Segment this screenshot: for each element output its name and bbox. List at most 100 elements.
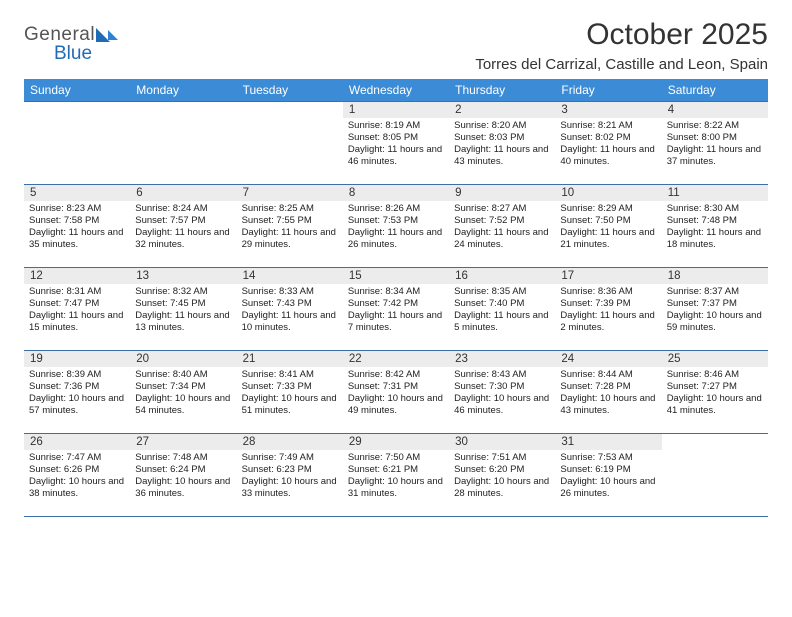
calendar-day-cell: 13Sunrise: 8:32 AMSunset: 7:45 PMDayligh…: [130, 268, 236, 351]
day-number: 11: [662, 185, 768, 201]
day-details: Sunrise: 7:49 AMSunset: 6:23 PMDaylight:…: [237, 450, 343, 503]
calendar-day-cell: 2Sunrise: 8:20 AMSunset: 8:03 PMDaylight…: [449, 102, 555, 185]
day-header: Wednesday: [343, 79, 449, 102]
day-details: Sunrise: 7:48 AMSunset: 6:24 PMDaylight:…: [130, 450, 236, 503]
day-number: 26: [24, 434, 130, 450]
day-details: Sunrise: 8:37 AMSunset: 7:37 PMDaylight:…: [662, 284, 768, 337]
calendar-week-row: 12Sunrise: 8:31 AMSunset: 7:47 PMDayligh…: [24, 268, 768, 351]
calendar-day-cell: 20Sunrise: 8:40 AMSunset: 7:34 PMDayligh…: [130, 351, 236, 434]
day-number: 20: [130, 351, 236, 367]
day-number: 22: [343, 351, 449, 367]
calendar-day-cell: 3Sunrise: 8:21 AMSunset: 8:02 PMDaylight…: [555, 102, 661, 185]
calendar-day-cell: 7Sunrise: 8:25 AMSunset: 7:55 PMDaylight…: [237, 185, 343, 268]
day-number: 25: [662, 351, 768, 367]
calendar-week-row: 19Sunrise: 8:39 AMSunset: 7:36 PMDayligh…: [24, 351, 768, 434]
day-details: Sunrise: 8:39 AMSunset: 7:36 PMDaylight:…: [24, 367, 130, 420]
day-details: Sunrise: 7:53 AMSunset: 6:19 PMDaylight:…: [555, 450, 661, 503]
day-number: [24, 102, 130, 106]
calendar-day-cell: 11Sunrise: 8:30 AMSunset: 7:48 PMDayligh…: [662, 185, 768, 268]
day-number: 14: [237, 268, 343, 284]
day-number: 1: [343, 102, 449, 118]
location: Torres del Carrizal, Castille and Leon, …: [475, 56, 768, 73]
day-number: 13: [130, 268, 236, 284]
calendar-day-cell: [237, 102, 343, 185]
day-details: Sunrise: 8:20 AMSunset: 8:03 PMDaylight:…: [449, 118, 555, 171]
logo-sail-icon-2: [108, 30, 118, 40]
day-number: 10: [555, 185, 661, 201]
day-number: 3: [555, 102, 661, 118]
calendar-day-cell: 9Sunrise: 8:27 AMSunset: 7:52 PMDaylight…: [449, 185, 555, 268]
day-details: Sunrise: 8:32 AMSunset: 7:45 PMDaylight:…: [130, 284, 236, 337]
calendar-day-cell: 1Sunrise: 8:19 AMSunset: 8:05 PMDaylight…: [343, 102, 449, 185]
day-header: Thursday: [449, 79, 555, 102]
day-number: 29: [343, 434, 449, 450]
day-number: 4: [662, 102, 768, 118]
calendar-day-cell: [130, 102, 236, 185]
day-details: Sunrise: 8:31 AMSunset: 7:47 PMDaylight:…: [24, 284, 130, 337]
day-header: Friday: [555, 79, 661, 102]
day-header: Monday: [130, 79, 236, 102]
day-details: Sunrise: 8:22 AMSunset: 8:00 PMDaylight:…: [662, 118, 768, 171]
day-number: [237, 102, 343, 106]
calendar-day-cell: 10Sunrise: 8:29 AMSunset: 7:50 PMDayligh…: [555, 185, 661, 268]
calendar-day-cell: 18Sunrise: 8:37 AMSunset: 7:37 PMDayligh…: [662, 268, 768, 351]
day-number: 7: [237, 185, 343, 201]
day-details: Sunrise: 8:42 AMSunset: 7:31 PMDaylight:…: [343, 367, 449, 420]
calendar-day-cell: 31Sunrise: 7:53 AMSunset: 6:19 PMDayligh…: [555, 434, 661, 517]
day-number: 28: [237, 434, 343, 450]
day-details: Sunrise: 8:21 AMSunset: 8:02 PMDaylight:…: [555, 118, 661, 171]
day-number: 2: [449, 102, 555, 118]
calendar-week-row: 26Sunrise: 7:47 AMSunset: 6:26 PMDayligh…: [24, 434, 768, 517]
calendar-day-cell: 16Sunrise: 8:35 AMSunset: 7:40 PMDayligh…: [449, 268, 555, 351]
calendar-day-cell: [24, 102, 130, 185]
calendar-day-cell: 5Sunrise: 8:23 AMSunset: 7:58 PMDaylight…: [24, 185, 130, 268]
day-details: Sunrise: 8:25 AMSunset: 7:55 PMDaylight:…: [237, 201, 343, 254]
day-number: 19: [24, 351, 130, 367]
month-title: October 2025: [475, 18, 768, 52]
day-number: [662, 434, 768, 438]
day-details: Sunrise: 8:33 AMSunset: 7:43 PMDaylight:…: [237, 284, 343, 337]
calendar-day-cell: 26Sunrise: 7:47 AMSunset: 6:26 PMDayligh…: [24, 434, 130, 517]
calendar-day-cell: 15Sunrise: 8:34 AMSunset: 7:42 PMDayligh…: [343, 268, 449, 351]
calendar-day-cell: 14Sunrise: 8:33 AMSunset: 7:43 PMDayligh…: [237, 268, 343, 351]
day-number: 30: [449, 434, 555, 450]
day-details: Sunrise: 8:41 AMSunset: 7:33 PMDaylight:…: [237, 367, 343, 420]
day-details: Sunrise: 8:35 AMSunset: 7:40 PMDaylight:…: [449, 284, 555, 337]
calendar-day-cell: 27Sunrise: 7:48 AMSunset: 6:24 PMDayligh…: [130, 434, 236, 517]
day-details: Sunrise: 8:26 AMSunset: 7:53 PMDaylight:…: [343, 201, 449, 254]
day-number: 8: [343, 185, 449, 201]
day-number: 17: [555, 268, 661, 284]
calendar-day-cell: 30Sunrise: 7:51 AMSunset: 6:20 PMDayligh…: [449, 434, 555, 517]
day-details: Sunrise: 8:36 AMSunset: 7:39 PMDaylight:…: [555, 284, 661, 337]
day-details: Sunrise: 8:19 AMSunset: 8:05 PMDaylight:…: [343, 118, 449, 171]
calendar-day-cell: 6Sunrise: 8:24 AMSunset: 7:57 PMDaylight…: [130, 185, 236, 268]
calendar-day-cell: 19Sunrise: 8:39 AMSunset: 7:36 PMDayligh…: [24, 351, 130, 434]
day-details: Sunrise: 8:23 AMSunset: 7:58 PMDaylight:…: [24, 201, 130, 254]
calendar-week-row: 1Sunrise: 8:19 AMSunset: 8:05 PMDaylight…: [24, 102, 768, 185]
day-details: Sunrise: 8:30 AMSunset: 7:48 PMDaylight:…: [662, 201, 768, 254]
logo-text-2: Blue: [24, 43, 118, 65]
calendar-day-cell: 24Sunrise: 8:44 AMSunset: 7:28 PMDayligh…: [555, 351, 661, 434]
logo: General Blue: [24, 18, 118, 65]
day-details: Sunrise: 7:47 AMSunset: 6:26 PMDaylight:…: [24, 450, 130, 503]
day-details: Sunrise: 8:40 AMSunset: 7:34 PMDaylight:…: [130, 367, 236, 420]
calendar-day-cell: 4Sunrise: 8:22 AMSunset: 8:00 PMDaylight…: [662, 102, 768, 185]
day-details: Sunrise: 8:34 AMSunset: 7:42 PMDaylight:…: [343, 284, 449, 337]
calendar-day-cell: 12Sunrise: 8:31 AMSunset: 7:47 PMDayligh…: [24, 268, 130, 351]
calendar-table: SundayMondayTuesdayWednesdayThursdayFrid…: [24, 79, 768, 599]
day-number: 21: [237, 351, 343, 367]
day-details: Sunrise: 8:27 AMSunset: 7:52 PMDaylight:…: [449, 201, 555, 254]
day-header: Tuesday: [237, 79, 343, 102]
day-number: 5: [24, 185, 130, 201]
calendar-day-cell: 29Sunrise: 7:50 AMSunset: 6:21 PMDayligh…: [343, 434, 449, 517]
day-number: [130, 102, 236, 106]
day-number: 24: [555, 351, 661, 367]
day-header: Saturday: [662, 79, 768, 102]
calendar-week-row: 5Sunrise: 8:23 AMSunset: 7:58 PMDaylight…: [24, 185, 768, 268]
calendar-day-cell: 17Sunrise: 8:36 AMSunset: 7:39 PMDayligh…: [555, 268, 661, 351]
calendar-day-cell: 25Sunrise: 8:46 AMSunset: 7:27 PMDayligh…: [662, 351, 768, 434]
day-details: Sunrise: 7:50 AMSunset: 6:21 PMDaylight:…: [343, 450, 449, 503]
calendar-day-cell: 22Sunrise: 8:42 AMSunset: 7:31 PMDayligh…: [343, 351, 449, 434]
day-number: 23: [449, 351, 555, 367]
day-details: Sunrise: 8:29 AMSunset: 7:50 PMDaylight:…: [555, 201, 661, 254]
